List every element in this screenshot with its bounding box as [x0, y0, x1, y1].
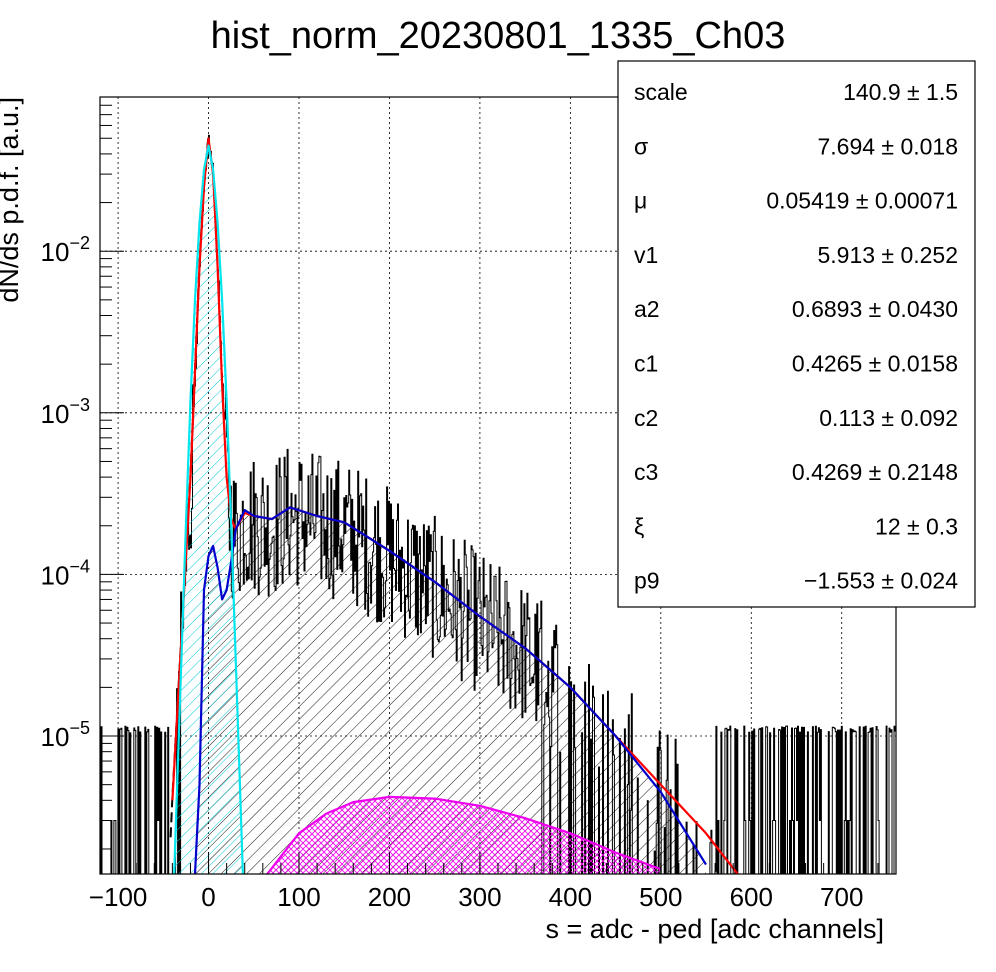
- x-tick-label: 100: [277, 882, 320, 912]
- y-tick-base: 10: [41, 399, 70, 429]
- y-tick-exponent: −2: [69, 233, 90, 253]
- stat-value: 12 ± 0.3: [875, 513, 958, 539]
- stat-value: 0.6893 ± 0.0430: [792, 296, 958, 322]
- y-tick-base: 10: [41, 560, 70, 590]
- y-tick-base: 10: [41, 722, 70, 752]
- y-tick-label: 10−3: [41, 395, 90, 429]
- y-axis-label: dN/ds p.d.f. [a.u.]: [0, 97, 24, 303]
- stat-name: v1: [634, 242, 658, 268]
- stat-name: p9: [634, 568, 660, 594]
- stat-name: ξ: [634, 513, 644, 539]
- two-pe-crosshatch-fill: [267, 796, 661, 874]
- y-tick-exponent: −4: [69, 556, 90, 576]
- chart-title: hist_norm_20230801_1335_Ch03: [211, 15, 786, 57]
- stat-name: scale: [634, 79, 688, 105]
- y-tick-label: 10−2: [41, 233, 90, 267]
- y-tick-exponent: −3: [69, 395, 90, 415]
- x-tick-label: 400: [549, 882, 592, 912]
- stat-value: 7.694 ± 0.018: [817, 133, 958, 159]
- signal-hatch-fill: [195, 507, 706, 874]
- stat-name: c2: [634, 405, 658, 431]
- stats-box-frame: [617, 60, 976, 608]
- y-tick-label: 10−5: [41, 718, 90, 752]
- stat-name: σ: [634, 133, 648, 159]
- y-tick-base: 10: [41, 237, 70, 267]
- stat-value: 0.4269 ± 0.2148: [792, 459, 958, 485]
- plot-area: [100, 134, 896, 874]
- data-histogram: [100, 134, 896, 874]
- stat-name: μ: [634, 188, 647, 214]
- x-tick-label: −100: [89, 882, 148, 912]
- fit-stats-box: scale 140.9 ± 1.5 σ 7.694 ± 0.018 μ 0.05419 ±…: [617, 60, 976, 608]
- signal-fit-curve: [193, 506, 707, 874]
- stat-value: 0.4265 ± 0.0158: [792, 351, 958, 377]
- pedestal-fit-curve: [173, 144, 244, 874]
- x-tick-label: 700: [820, 882, 863, 912]
- stat-name: c1: [634, 351, 658, 377]
- stat-value: 5.913 ± 0.252: [817, 242, 958, 268]
- x-tick-label: 600: [730, 882, 773, 912]
- x-tick-label: 300: [458, 882, 501, 912]
- y-tick-exponent: −5: [69, 718, 90, 738]
- stat-value: −1.553 ± 0.024: [804, 568, 958, 594]
- x-tick-label: 200: [368, 882, 411, 912]
- x-axis-label: s = adc - ped [adc channels]: [546, 914, 884, 944]
- stat-value: 0.113 ± 0.092: [819, 405, 958, 431]
- stat-value: 140.9 ± 1.5: [843, 79, 958, 105]
- axis-ticks: −100 0 100 200 300 400 500 600 70010−510−410−310…: [41, 96, 897, 912]
- stat-name: a2: [634, 296, 660, 322]
- two-pe-fit-curve: [266, 795, 662, 874]
- pedestal-hatch-fill: [174, 145, 243, 874]
- x-tick-label: 500: [639, 882, 682, 912]
- y-tick-label: 10−4: [41, 556, 90, 590]
- x-tick-label: 0: [201, 882, 215, 912]
- stat-name: c3: [634, 459, 658, 485]
- stat-value: 0.05419 ± 0.00071: [766, 188, 958, 214]
